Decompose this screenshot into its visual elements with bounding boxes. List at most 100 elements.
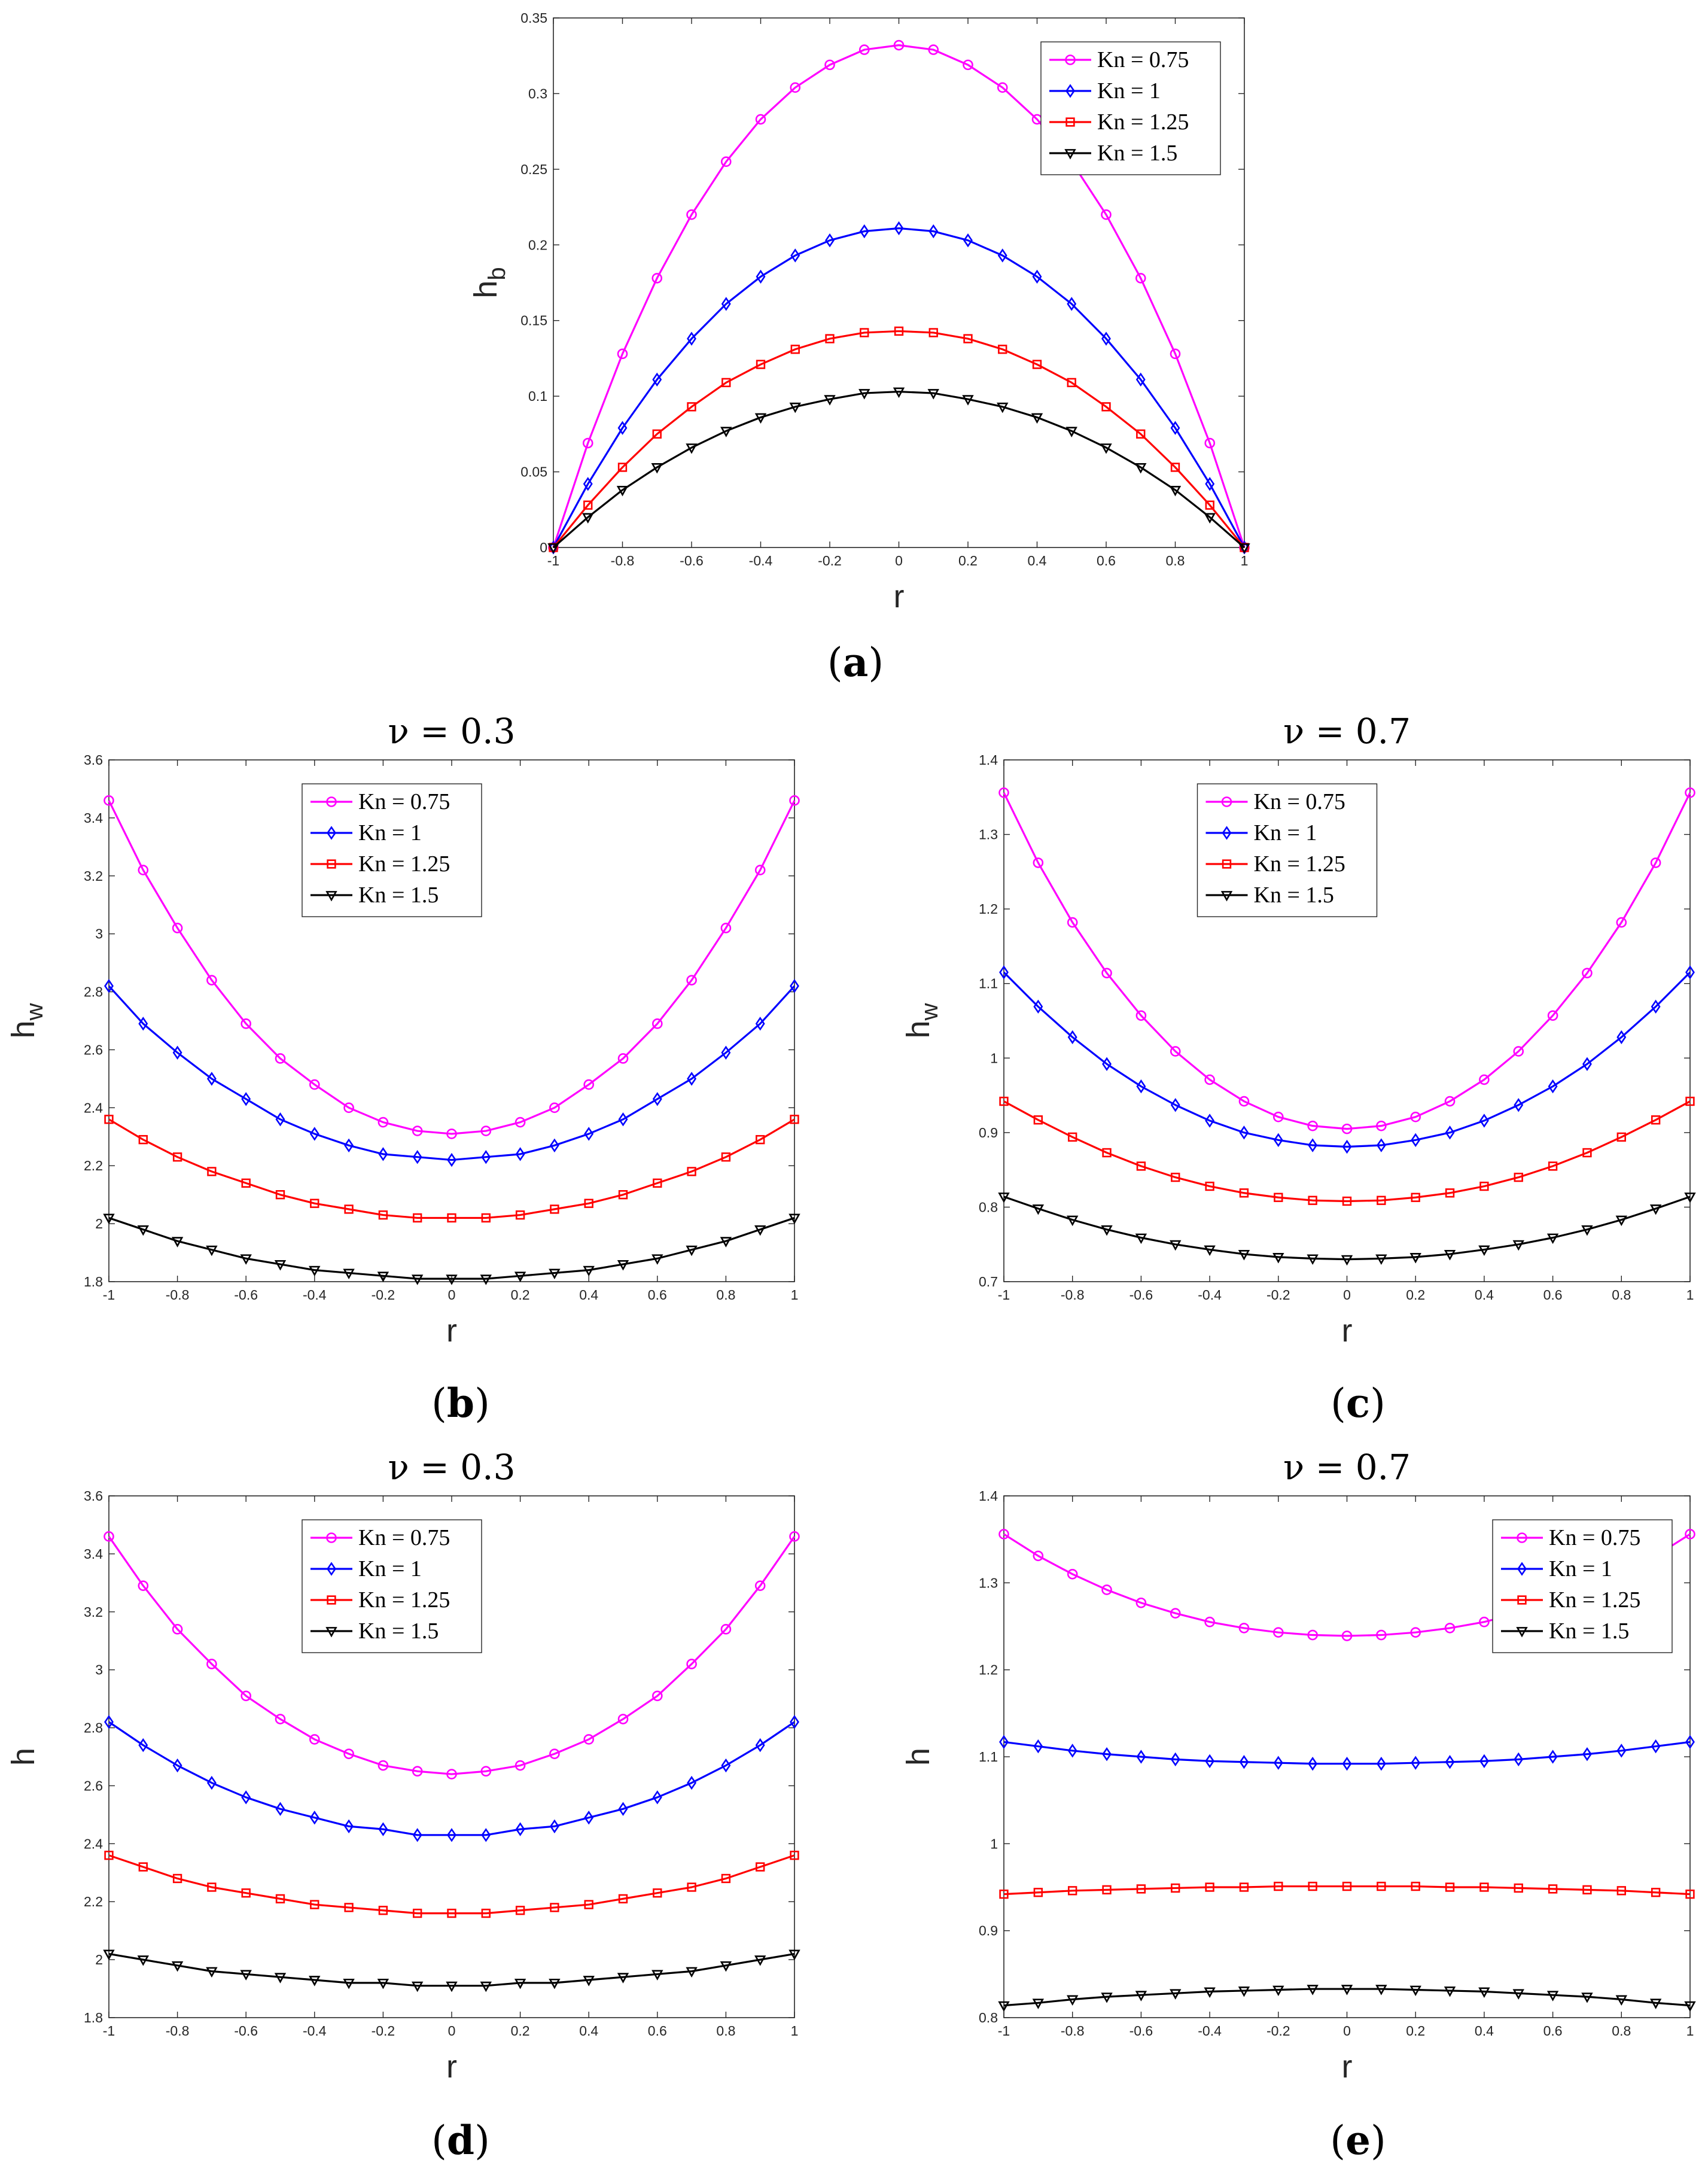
y-axis-label-main: h [900, 1020, 936, 1038]
data-point [514, 1271, 526, 1282]
data-point [1445, 1125, 1455, 1140]
data-point [651, 1254, 663, 1265]
x-tick-label: 1 [1686, 1287, 1694, 1303]
data-point [858, 389, 870, 400]
y-tick-label: 0.8 [979, 2010, 998, 2025]
data-point [1478, 1245, 1490, 1256]
data-point [963, 59, 973, 71]
legend-marker [327, 1562, 336, 1576]
data-point [172, 923, 183, 933]
caption-close-paren: ) [1370, 1380, 1386, 1426]
data-point [687, 1072, 697, 1086]
data-point [1479, 1616, 1490, 1628]
data-point [754, 1225, 766, 1236]
y-tick-label: 0.7 [979, 1274, 998, 1289]
data-point [1067, 1569, 1078, 1580]
data-point [1342, 1196, 1352, 1206]
x-tick-label: 0.6 [648, 2023, 667, 2039]
data-point [1411, 1193, 1420, 1202]
data-point [104, 1115, 114, 1124]
data-point [1135, 273, 1146, 284]
data-point [343, 1748, 354, 1759]
data-point [1375, 1985, 1387, 1996]
data-point [1651, 1888, 1661, 1897]
data-point [481, 1213, 491, 1223]
data-point [928, 224, 939, 239]
data-point [1445, 1188, 1455, 1198]
y-tick-label: 3.2 [84, 868, 103, 884]
caption-open-paren: ( [431, 1380, 447, 1426]
data-point [1067, 1744, 1077, 1758]
data-point [1445, 1755, 1455, 1769]
data-point [860, 328, 869, 337]
data-point [1238, 1623, 1250, 1634]
data-point [1205, 1754, 1215, 1768]
data-point [893, 39, 905, 51]
series-4 [998, 1193, 1696, 1266]
data-point [447, 1213, 456, 1223]
data-point [652, 1018, 663, 1029]
data-point [720, 427, 732, 437]
data-point [1033, 1550, 1044, 1562]
data-point [1101, 331, 1111, 346]
x-tick-label: 0.6 [1097, 553, 1116, 568]
data-point [171, 1237, 184, 1248]
data-point [754, 865, 766, 875]
data-point [480, 1766, 492, 1777]
y-tick-label: 2.2 [84, 1894, 103, 1909]
data-point [1239, 1755, 1249, 1769]
data-point [1135, 1991, 1147, 2001]
y-tick-label: 0.9 [979, 1923, 998, 1939]
data-point [1685, 1096, 1695, 1106]
data-point [653, 1888, 662, 1898]
data-point [1548, 1750, 1558, 1764]
y-tick-label: 1.1 [979, 1749, 998, 1765]
data-point [1651, 1115, 1661, 1125]
data-point [1685, 787, 1695, 798]
data-point [1273, 1627, 1284, 1638]
data-point [651, 463, 663, 474]
data-point [962, 395, 974, 406]
x-tick-label: -0.6 [1129, 2023, 1153, 2039]
data-point [617, 421, 628, 435]
x-tick-label: 0.2 [958, 553, 978, 568]
data-point [1135, 1597, 1147, 1608]
x-tick-label: 1 [791, 1287, 799, 1303]
data-point [515, 1906, 525, 1915]
legend-entry-label: Kn = 1 [1549, 1556, 1612, 1581]
x-tick-label: 0.4 [1475, 2023, 1494, 2039]
legend-entry-label: Kn = 1.25 [1254, 851, 1345, 877]
y-tick-label: 3.2 [84, 1604, 103, 1620]
data-point [1512, 1989, 1524, 2000]
x-tick-label: -0.4 [1198, 1287, 1222, 1303]
data-point [1685, 1529, 1695, 1540]
data-point [755, 1017, 765, 1031]
data-point [1204, 1245, 1216, 1256]
data-point [411, 1274, 424, 1285]
x-tick-label: 0.8 [1166, 553, 1185, 568]
data-point [1411, 1756, 1421, 1770]
data-point [1102, 1747, 1112, 1762]
data-point [997, 402, 1009, 413]
data-point [1684, 1193, 1696, 1203]
series-4 [103, 1213, 800, 1285]
data-point [344, 1819, 354, 1833]
legend: Kn = 0.75 Kn = 1 Kn = 1.25 Kn = 1.5 [302, 1519, 482, 1653]
data-point [206, 1967, 218, 1978]
data-point [1375, 1254, 1387, 1265]
y-tick-label: 3.6 [84, 1488, 103, 1504]
data-point [1170, 1240, 1182, 1251]
data-point [1033, 1115, 1043, 1125]
y-tick-label: 1.3 [979, 827, 998, 842]
data-point [481, 1908, 491, 1918]
series-2 [104, 979, 799, 1167]
data-point [1068, 1886, 1077, 1896]
data-point [652, 1790, 662, 1805]
panel-caption: (a) [827, 639, 884, 686]
caption-open-paren: ( [827, 640, 843, 686]
data-point [1685, 1735, 1695, 1749]
data-point [1582, 1747, 1592, 1762]
data-point [1170, 348, 1181, 360]
data-point [754, 1580, 766, 1591]
data-point [1067, 297, 1077, 311]
